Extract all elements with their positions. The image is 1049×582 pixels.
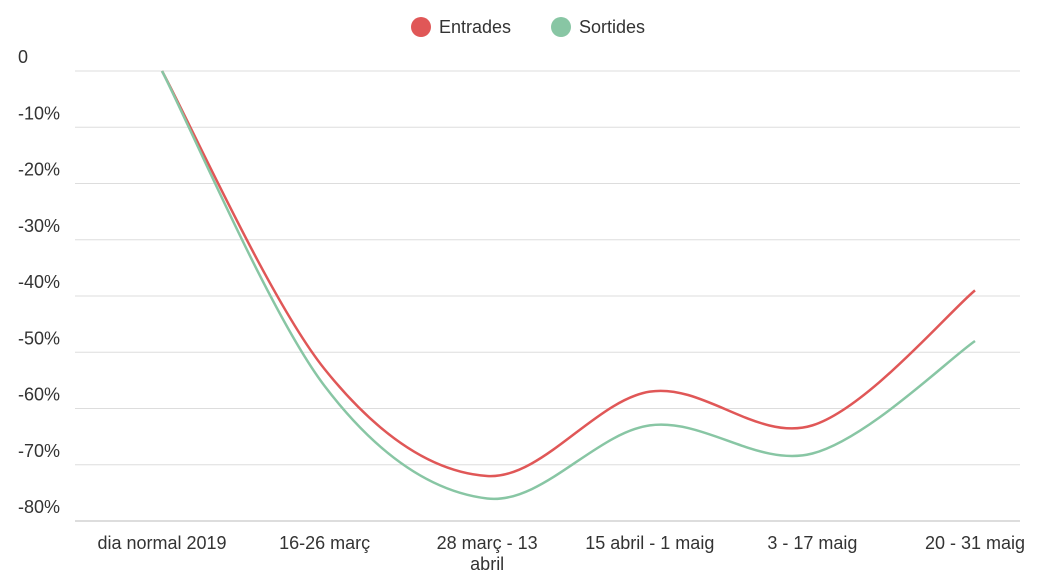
legend-label: Entrades xyxy=(439,17,511,37)
series-line xyxy=(160,70,976,478)
series-line xyxy=(160,70,976,501)
y-tick-label: -70% xyxy=(18,441,60,461)
x-tick-label: 20 - 31 maig xyxy=(924,533,1026,553)
legend-marker xyxy=(551,17,571,37)
y-tick-label: -20% xyxy=(18,160,60,180)
y-tick-label: -30% xyxy=(18,216,60,236)
x-tick-label: 28 març - 13 abril xyxy=(436,533,538,574)
y-tick-label: 0 xyxy=(18,47,28,67)
y-tick-label: -60% xyxy=(18,385,60,405)
y-tick-label: -50% xyxy=(18,328,60,348)
y-tick-label: -40% xyxy=(18,272,60,292)
x-tick-label: dia normal 2019 xyxy=(97,533,227,553)
x-tick-label: 3 - 17 maig xyxy=(767,533,858,553)
x-tick-label: 16-26 març xyxy=(279,533,371,553)
legend-marker xyxy=(411,17,431,37)
legend-label: Sortides xyxy=(579,17,645,37)
y-tick-label: -80% xyxy=(18,497,60,517)
y-tick-label: -10% xyxy=(18,103,60,123)
x-tick-label: 15 abril - 1 maig xyxy=(585,533,715,553)
